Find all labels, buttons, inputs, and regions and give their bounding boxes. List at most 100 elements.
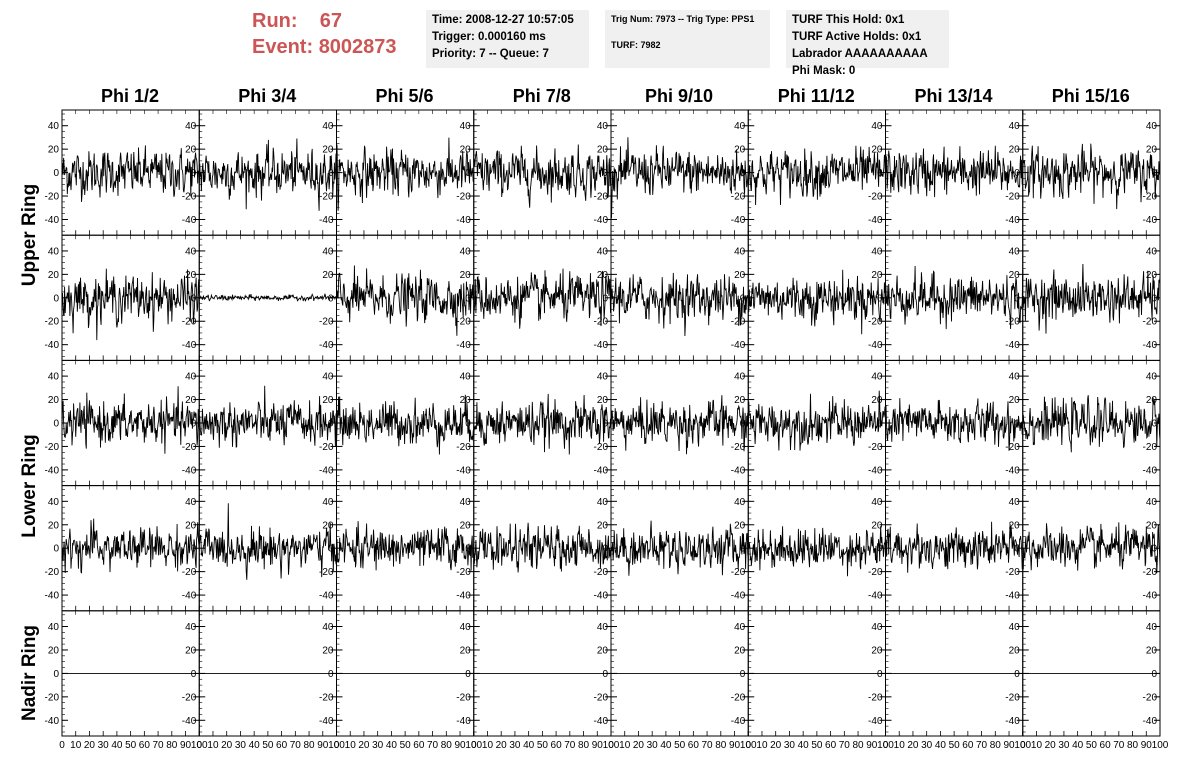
y-tick-label: -20 [731, 442, 746, 453]
y-tick-label: -20 [45, 317, 60, 328]
panel-frame [336, 485, 475, 612]
y-tick-label: 40 [734, 622, 746, 633]
y-tick-label: 0 [328, 168, 334, 179]
x-tick-label: 60 [413, 740, 425, 751]
waveform-line [747, 145, 886, 206]
y-tick-label: -20 [1005, 317, 1020, 328]
x-tick-label: 50 [400, 740, 412, 751]
time-info-box: Time: 2008-12-27 10:57:05 Trigger: 0.000… [426, 10, 589, 68]
y-tick-label: -20 [868, 317, 883, 328]
y-tick-label: -20 [1143, 442, 1158, 453]
y-tick-label: -40 [45, 340, 60, 351]
y-tick-label: -20 [868, 692, 883, 703]
x-tick-label: 100 [191, 740, 208, 751]
waveform-line [885, 521, 1024, 573]
x-tick-label: 50 [811, 740, 823, 751]
x-tick-label: 20 [84, 740, 96, 751]
x-tick-label: 60 [1100, 740, 1112, 751]
y-tick-label: 40 [48, 372, 60, 383]
y-tick-label: -20 [182, 567, 197, 578]
x-tick-label: 60 [139, 740, 151, 751]
x-tick-label: 20 [496, 740, 508, 751]
x-tick-label: 80 [715, 740, 727, 751]
x-tick-label: 0 [59, 740, 65, 751]
y-tick-label: -40 [868, 716, 883, 727]
y-tick-label: -20 [319, 192, 334, 203]
y-tick-label: -40 [1143, 340, 1158, 351]
x-tick-label: 30 [1058, 740, 1070, 751]
y-tick-label: -20 [456, 317, 471, 328]
y-tick-label: 40 [322, 372, 334, 383]
y-tick-label: -20 [182, 442, 197, 453]
y-tick-label: 20 [871, 395, 883, 406]
y-tick-label: 20 [185, 395, 197, 406]
y-tick-label: 20 [734, 145, 746, 156]
y-tick-label: 0 [740, 168, 746, 179]
event-label: Event: [252, 36, 314, 58]
x-tick-label: 90 [1003, 740, 1015, 751]
y-tick-label: 40 [597, 121, 609, 132]
y-tick-label: -40 [1005, 465, 1020, 476]
waveform-panel: -40 -20 0 20 40 [747, 234, 886, 361]
y-tick-label: 20 [48, 395, 60, 406]
x-tick-label: 10 [619, 740, 631, 751]
y-tick-label: 0 [1014, 669, 1020, 680]
x-tick-label: 60 [825, 740, 837, 751]
y-tick-label: 20 [460, 145, 472, 156]
y-tick-label: -20 [319, 317, 334, 328]
x-tick-label: 30 [372, 740, 384, 751]
y-tick-label: -20 [731, 567, 746, 578]
y-tick-label: -40 [1143, 716, 1158, 727]
y-tick-label: 20 [1009, 270, 1021, 281]
y-tick-label: 0 [602, 669, 608, 680]
y-tick-label: 40 [871, 246, 883, 257]
y-tick-label: 40 [185, 246, 197, 257]
y-tick-label: -20 [868, 442, 883, 453]
run-label: Run: [252, 10, 298, 32]
y-tick-label: -20 [1143, 192, 1158, 203]
waveform-line [1022, 143, 1161, 210]
waveform-panel: -40 -20 0 20 40 [1022, 359, 1161, 487]
x-tick-label: 0 [883, 740, 889, 751]
y-tick-label: -40 [456, 716, 471, 727]
y-tick-label: 40 [185, 497, 197, 508]
y-tick-label: 40 [48, 622, 60, 633]
y-tick-label: 20 [734, 520, 746, 531]
waveform-line [336, 137, 475, 211]
waveform-line [61, 268, 200, 341]
y-tick-label: 40 [871, 497, 883, 508]
waveform-line [610, 272, 749, 337]
y-tick-label: 40 [1009, 622, 1021, 633]
waveform-line [198, 138, 337, 211]
x-tick-label: 90 [592, 740, 604, 751]
panel-frame [336, 109, 475, 236]
waveform-line [1022, 395, 1161, 453]
waveform-panel: -40 -20 0 20 40 [336, 234, 475, 361]
y-tick-label: -40 [731, 465, 746, 476]
y-tick-label: -40 [456, 215, 471, 226]
x-tick-label: 0 [471, 740, 477, 751]
y-tick-label: 40 [734, 372, 746, 383]
y-tick-label: 20 [1146, 395, 1158, 406]
y-tick-label: 40 [48, 246, 60, 257]
x-tick-label: 100 [1014, 740, 1031, 751]
x-tick-label: 70 [702, 740, 714, 751]
y-tick-label: -40 [182, 465, 197, 476]
y-tick-label: -40 [45, 465, 60, 476]
waveform-line [747, 390, 886, 451]
waveform-line [885, 145, 1024, 198]
y-tick-label: 40 [1009, 121, 1021, 132]
y-tick-label: -40 [1143, 465, 1158, 476]
x-tick-label: 70 [427, 740, 439, 751]
y-tick-label: 40 [597, 246, 609, 257]
y-tick-label: -40 [731, 716, 746, 727]
x-tick-label: 40 [249, 740, 261, 751]
y-tick-label: 40 [734, 121, 746, 132]
y-tick-label: -20 [594, 442, 609, 453]
y-tick-label: 40 [871, 121, 883, 132]
y-tick-label: 40 [185, 121, 197, 132]
